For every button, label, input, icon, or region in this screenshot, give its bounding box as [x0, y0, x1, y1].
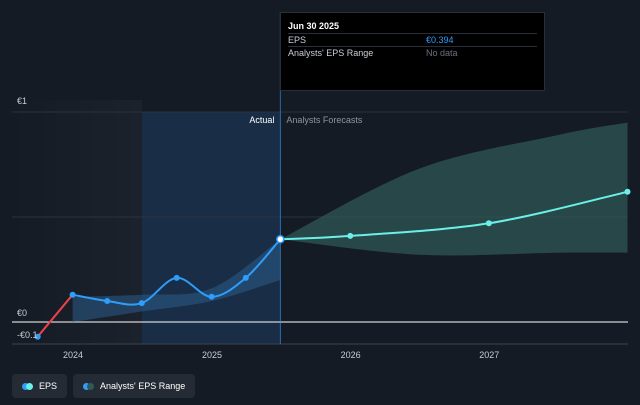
x-tick-label-1: 2025	[202, 350, 222, 360]
x-tick-label-0: 2024	[63, 350, 83, 360]
x-tick-label-3: 2027	[479, 350, 499, 360]
x-tick-label-2: 2026	[341, 350, 361, 360]
eps-point-3	[138, 300, 145, 307]
legend: EPS Analysts' EPS Range	[12, 374, 196, 398]
legend-eps-label: EPS	[39, 381, 58, 391]
tooltip-row-eps: EPS €0.394	[288, 33, 537, 46]
legend-range-label: Analysts' EPS Range	[100, 381, 186, 391]
eps-point-0	[34, 333, 41, 340]
forecast-point-0	[347, 232, 354, 239]
forecast-point-2	[624, 188, 631, 195]
eps-point-1	[69, 291, 76, 298]
region-label-forecast: Analysts Forecasts	[286, 115, 363, 125]
tooltip-range-label: Analysts' EPS Range	[288, 48, 374, 58]
legend-item-eps-range[interactable]: Analysts' EPS Range	[73, 374, 196, 398]
y-tick-label-2: -€0.1	[17, 330, 38, 340]
tooltip-range-value: No data	[426, 48, 458, 58]
legend-eps-swatch-icon	[22, 382, 33, 390]
eps-forecast-line	[280, 190, 628, 241]
eps-point-7	[276, 235, 285, 244]
analysts-eps-range-area	[280, 122, 628, 256]
legend-item-eps[interactable]: EPS	[12, 374, 68, 398]
eps-negative-segment	[36, 294, 74, 338]
eps-point-5	[208, 293, 215, 300]
y-tick-label-1: €0	[17, 308, 27, 318]
eps-point-4	[173, 274, 180, 281]
tooltip-date: Jun 30 2025	[288, 21, 340, 31]
tooltip-eps-label: EPS	[288, 35, 307, 45]
tooltip: Jun 30 2025 EPS €0.394 Analysts' EPS Ran…	[280, 12, 545, 91]
eps-point-6	[242, 274, 249, 281]
eps-point-2	[104, 298, 111, 304]
forecast-point-1	[485, 220, 492, 227]
tooltip-row-range: Analysts' EPS Range No data	[288, 46, 537, 59]
tooltip-eps-value: €0.394	[426, 35, 454, 45]
actual-eps-range-area	[72, 239, 281, 322]
region-label-actual: Actual	[249, 115, 274, 125]
actual-highlight-band	[142, 112, 281, 344]
y-tick-label-0: €1	[17, 96, 27, 106]
legend-range-swatch-icon	[83, 382, 95, 390]
